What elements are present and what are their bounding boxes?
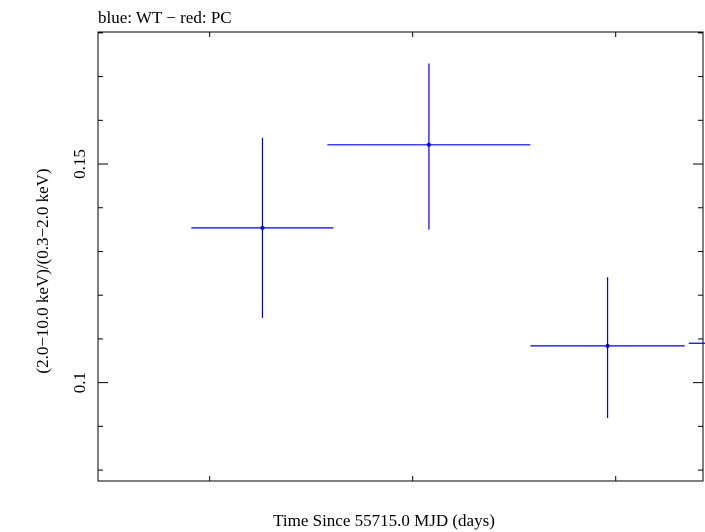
axis-tick-labels: 0.9050.910.10.15 (70, 149, 89, 393)
point-marker (605, 343, 610, 348)
x-axis-label: Time Since 55715.0 MJD (days) (273, 511, 495, 530)
data-point (530, 277, 685, 419)
point-marker (260, 225, 265, 230)
y-axis-label: (2.0−10.0 keV)/(0.3−2.0 keV) (33, 168, 52, 373)
y-tick-label: 0.1 (70, 372, 89, 393)
chart-title: blue: WT − red: PC (98, 8, 232, 27)
axis-ticks (98, 32, 703, 481)
data-point (191, 137, 334, 318)
point-marker (426, 142, 431, 147)
y-tick-label: 0.15 (70, 149, 89, 179)
data-point (327, 63, 531, 230)
plot-frame (97, 31, 704, 482)
data-series (191, 63, 705, 419)
